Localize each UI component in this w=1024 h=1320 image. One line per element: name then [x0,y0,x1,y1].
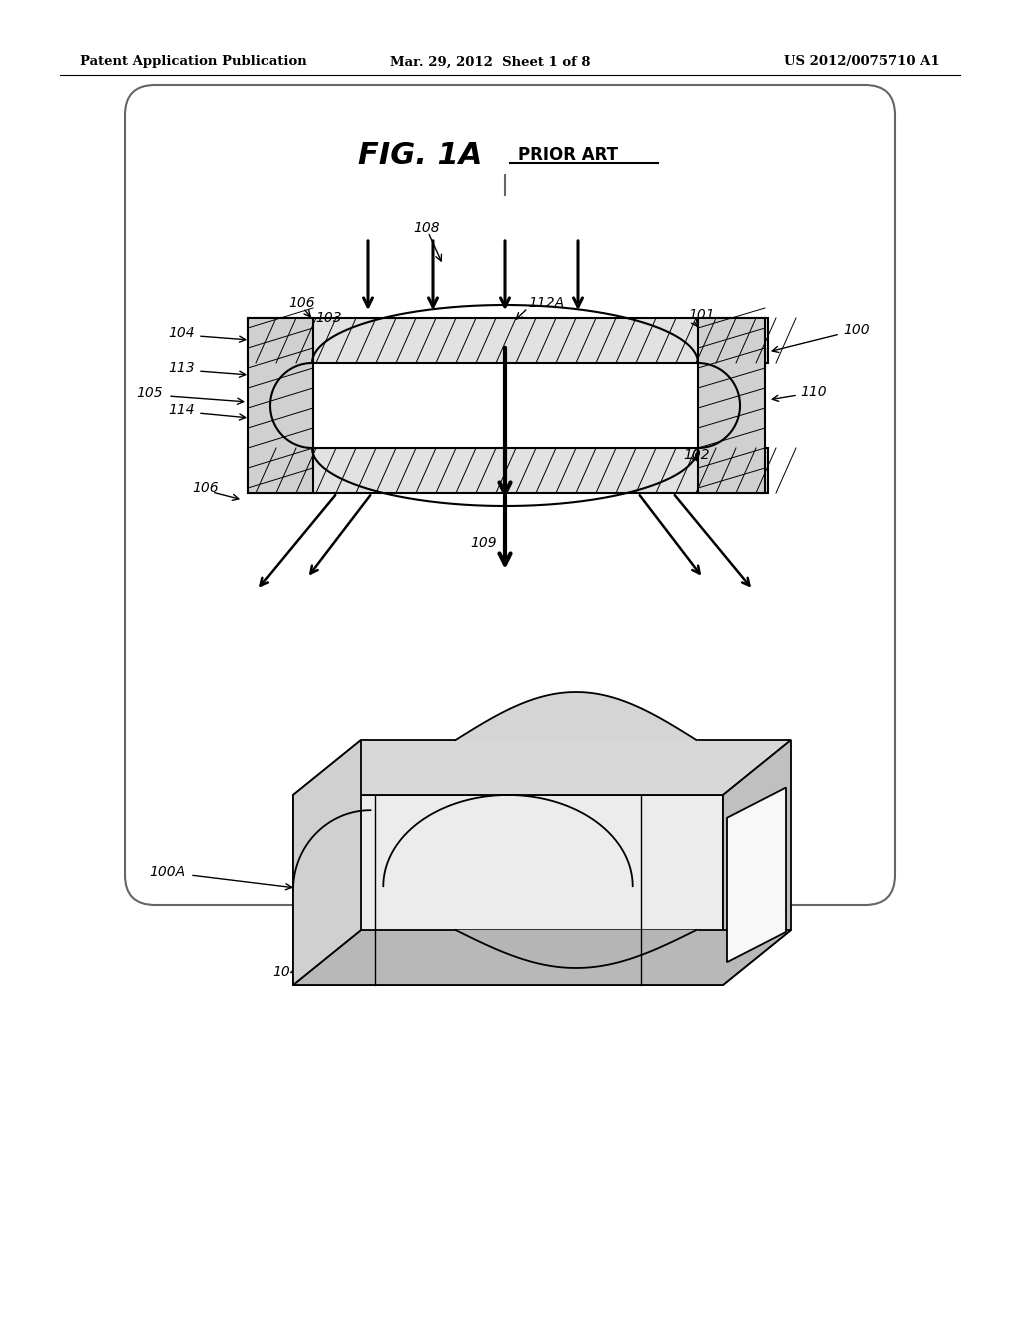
Text: PRIOR ART: PRIOR ART [518,147,618,164]
Polygon shape [723,741,791,985]
Text: 106: 106 [288,296,314,310]
Text: 106: 106 [193,480,219,495]
Text: Mar. 29, 2012  Sheet 1 of 8: Mar. 29, 2012 Sheet 1 of 8 [390,55,590,69]
Polygon shape [293,795,723,985]
Text: 103: 103 [315,312,342,325]
Text: 110: 110 [752,825,778,840]
Text: 100: 100 [843,323,869,337]
Polygon shape [293,741,791,795]
Polygon shape [727,788,786,962]
Bar [248,318,313,492]
Text: FIG. 1A: FIG. 1A [357,140,482,169]
Bar [698,318,765,492]
Text: 114: 114 [168,403,195,417]
Polygon shape [293,931,791,985]
Text: 108: 108 [413,220,439,235]
Text: 110: 110 [800,385,826,399]
Bar [248,447,768,492]
Text: Patent Application Publication: Patent Application Publication [80,55,307,69]
Text: 113: 113 [168,360,195,375]
Text: 106: 106 [527,744,554,759]
Polygon shape [293,741,361,985]
Text: 102: 102 [683,447,710,462]
Text: 112A: 112A [528,296,564,310]
Text: 101: 101 [688,781,715,795]
Text: 104: 104 [168,326,195,341]
Text: 102A: 102A [558,935,594,949]
Text: US 2012/0075710 A1: US 2012/0075710 A1 [784,55,940,69]
Bar [248,318,768,363]
Text: 104: 104 [272,965,299,979]
Text: 101: 101 [688,308,715,322]
Text: 105: 105 [136,385,163,400]
Text: 100A: 100A [148,865,185,879]
Text: 109: 109 [470,536,497,550]
